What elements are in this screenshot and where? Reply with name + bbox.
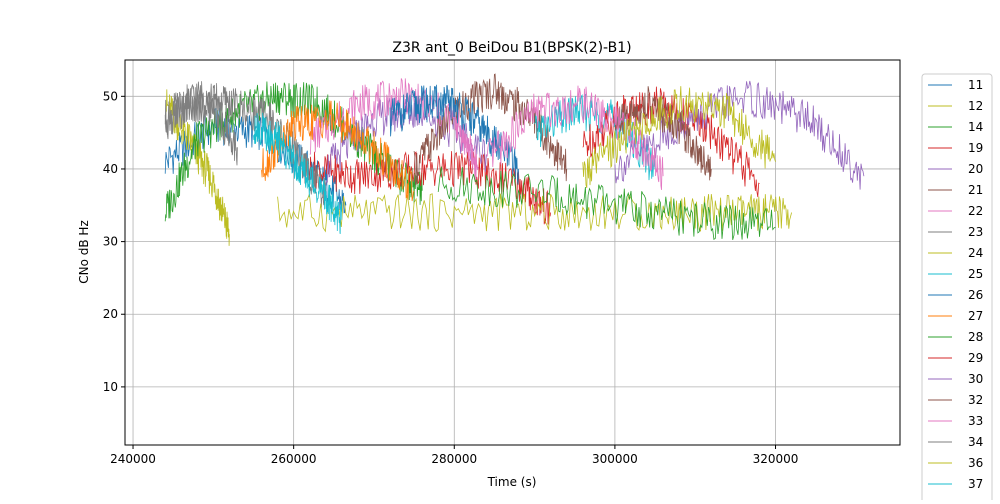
series-line-27 [261, 100, 415, 202]
legend-label-26: 26 [968, 288, 983, 302]
legend-label-19: 19 [968, 141, 983, 155]
series-line-23 [164, 81, 327, 208]
y-tick-label: 50 [103, 89, 118, 103]
series-line-20 [325, 97, 487, 186]
legend-label-25: 25 [968, 267, 983, 281]
legend-label-22: 22 [968, 204, 983, 218]
y-tick-label: 40 [103, 162, 118, 176]
plot-frame [124, 59, 901, 446]
legend-label-36: 36 [968, 456, 983, 470]
chart-title: Z3R ant_0 BeiDou B1(BPSK(2)-B1) [392, 40, 631, 56]
y-axis-label: CNo dB Hz [77, 220, 91, 284]
legend-label-12: 12 [968, 99, 983, 113]
series-line-28 [437, 166, 776, 241]
legend-label-29: 29 [968, 351, 983, 365]
legend-label-33: 33 [968, 414, 983, 428]
x-tick-label: 240000 [110, 452, 156, 466]
series-line-12 [164, 89, 230, 246]
series-line-30 [614, 80, 865, 190]
legend-label-37: 37 [968, 477, 983, 491]
series-line-37 [253, 112, 343, 234]
y-tick-label: 10 [103, 380, 118, 394]
x-axis-label: Time (s) [487, 475, 537, 489]
legend-label-28: 28 [968, 330, 983, 344]
x-tick-label: 300000 [592, 452, 638, 466]
x-tick-label: 260000 [271, 452, 317, 466]
legend-label-32: 32 [968, 393, 983, 407]
legend-label-34: 34 [968, 435, 983, 449]
series-line-33 [486, 85, 664, 190]
legend-label-11: 11 [968, 78, 983, 92]
series-line-32 [614, 86, 712, 181]
legend-label-24: 24 [968, 246, 983, 260]
series-line-34 [164, 87, 238, 166]
y-tick-label: 20 [103, 307, 118, 321]
x-tick-label: 320000 [753, 452, 799, 466]
x-tick-label: 280000 [431, 452, 477, 466]
legend-box [921, 73, 993, 504]
series-line-21 [413, 73, 568, 186]
legend: 11 12 14 19 20 21 22 23 24 25 26 27 28 29 30 32 33 34 36 37 [921, 73, 993, 504]
legend-label-30: 30 [968, 372, 983, 386]
y-tick-label: 30 [103, 235, 118, 249]
legend-label-27: 27 [968, 309, 983, 323]
legend-label-21: 21 [968, 183, 983, 197]
series-lines [164, 73, 865, 246]
series-line-36 [582, 86, 776, 189]
legend-label-23: 23 [968, 225, 983, 239]
legend-label-14: 14 [968, 120, 983, 134]
axis-ticks: 240000 260000 280000 300000 320000 10 20 30 40 50 [103, 89, 799, 466]
legend-label-20: 20 [968, 162, 983, 176]
